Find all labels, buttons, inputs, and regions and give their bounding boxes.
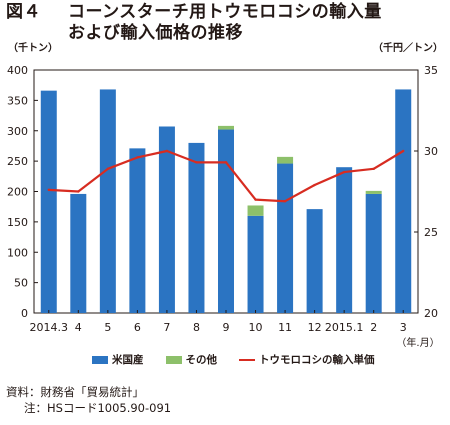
x-tick-label: 11	[278, 321, 292, 334]
bar-us	[218, 129, 234, 313]
bar-us	[40, 90, 57, 313]
chart-legend: 米国産 その他 トウモロコシの輸入単価	[92, 352, 375, 367]
legend-item-price: トウモロコシの輸入単価	[239, 352, 375, 367]
price-point	[47, 188, 50, 192]
left-axis-unit: （千トン）	[8, 41, 58, 54]
price-point	[165, 149, 169, 153]
chart-title: 図４ コーンスターチ用トウモロコシの輸入量 および輸入価格の推移	[6, 2, 382, 43]
x-tick-label: 4	[75, 321, 82, 334]
price-point	[372, 167, 375, 171]
bar-us	[247, 215, 264, 313]
figure-label: 図４	[6, 2, 41, 22]
right-tick-label: 20	[424, 307, 438, 320]
price-point	[283, 200, 287, 203]
bar-us	[306, 209, 323, 313]
x-tick-label: 6	[134, 321, 141, 334]
legend-label-other: その他	[185, 354, 218, 366]
right-tick-label: 25	[424, 226, 438, 239]
legend-label-price: トウモロコシの輸入単価	[259, 354, 375, 366]
left-tick-label: 0	[21, 307, 28, 320]
bar-other	[277, 156, 294, 164]
price-point	[195, 161, 198, 164]
left-tick-label: 250	[7, 155, 28, 168]
right-tick-label: 35	[424, 64, 438, 77]
title-line-2: および輸入価格の推移	[68, 23, 243, 43]
hs-code-note: 注：HSコード1005.90-091	[24, 401, 172, 415]
left-tick-label: 150	[7, 216, 28, 229]
bar-us	[336, 167, 353, 313]
x-tick-label: 2014.3	[30, 321, 69, 334]
x-tick-label: 12	[308, 321, 322, 334]
x-tick-label: 2015.1	[325, 321, 364, 334]
x-tick-label: 9	[223, 321, 230, 334]
bar-us	[188, 142, 205, 313]
bar-other	[218, 125, 234, 130]
price-point	[254, 198, 257, 201]
chart-notes: 資料：財務省「貿易統計」 注：HSコード1005.90-091	[6, 384, 171, 416]
price-point	[136, 156, 139, 159]
bar-us	[277, 163, 294, 313]
price-point	[313, 183, 316, 187]
legend-item-us: 米国産	[92, 352, 144, 367]
legend-swatch-us	[92, 355, 108, 364]
legend-swatch-price	[239, 358, 255, 361]
x-tick-label: 10	[249, 321, 263, 334]
price-point	[342, 170, 346, 174]
left-tick-label: 50	[14, 277, 28, 290]
source-note: 資料：財務省「貿易統計」	[6, 385, 144, 399]
legend-label-us: 米国産	[112, 354, 144, 366]
x-tick-label: 5	[104, 321, 111, 334]
bar-us	[158, 126, 175, 313]
left-tick-label: 350	[7, 94, 28, 107]
left-tick-label: 300	[7, 125, 28, 138]
legend-swatch-other	[165, 355, 182, 364]
left-tick-label: 200	[7, 186, 28, 199]
title-line-1: コーンスターチ用トウモロコシの輸入量	[68, 2, 382, 22]
x-tick-label: 3	[400, 321, 407, 334]
bar-us	[129, 148, 146, 313]
x-tick-label: 2	[370, 321, 377, 334]
x-tick-label: 7	[163, 321, 170, 334]
price-point	[106, 167, 110, 171]
bar-other	[247, 205, 264, 216]
bar-us	[70, 193, 87, 313]
left-tick-label: 400	[7, 64, 28, 77]
left-tick-label: 100	[7, 246, 28, 259]
bar-us	[99, 89, 116, 313]
legend-item-other: その他	[165, 352, 218, 367]
x-axis-unit: （年.月）	[396, 336, 439, 349]
price-point	[402, 149, 405, 153]
price-point	[77, 190, 80, 193]
bar-other	[365, 190, 382, 194]
right-tick-label: 30	[424, 145, 438, 158]
right-axis-unit: （千円／トン）	[373, 41, 443, 54]
bar-us	[365, 193, 382, 313]
price-point	[224, 161, 228, 164]
bar-us	[395, 89, 412, 313]
x-tick-label: 8	[193, 321, 200, 334]
